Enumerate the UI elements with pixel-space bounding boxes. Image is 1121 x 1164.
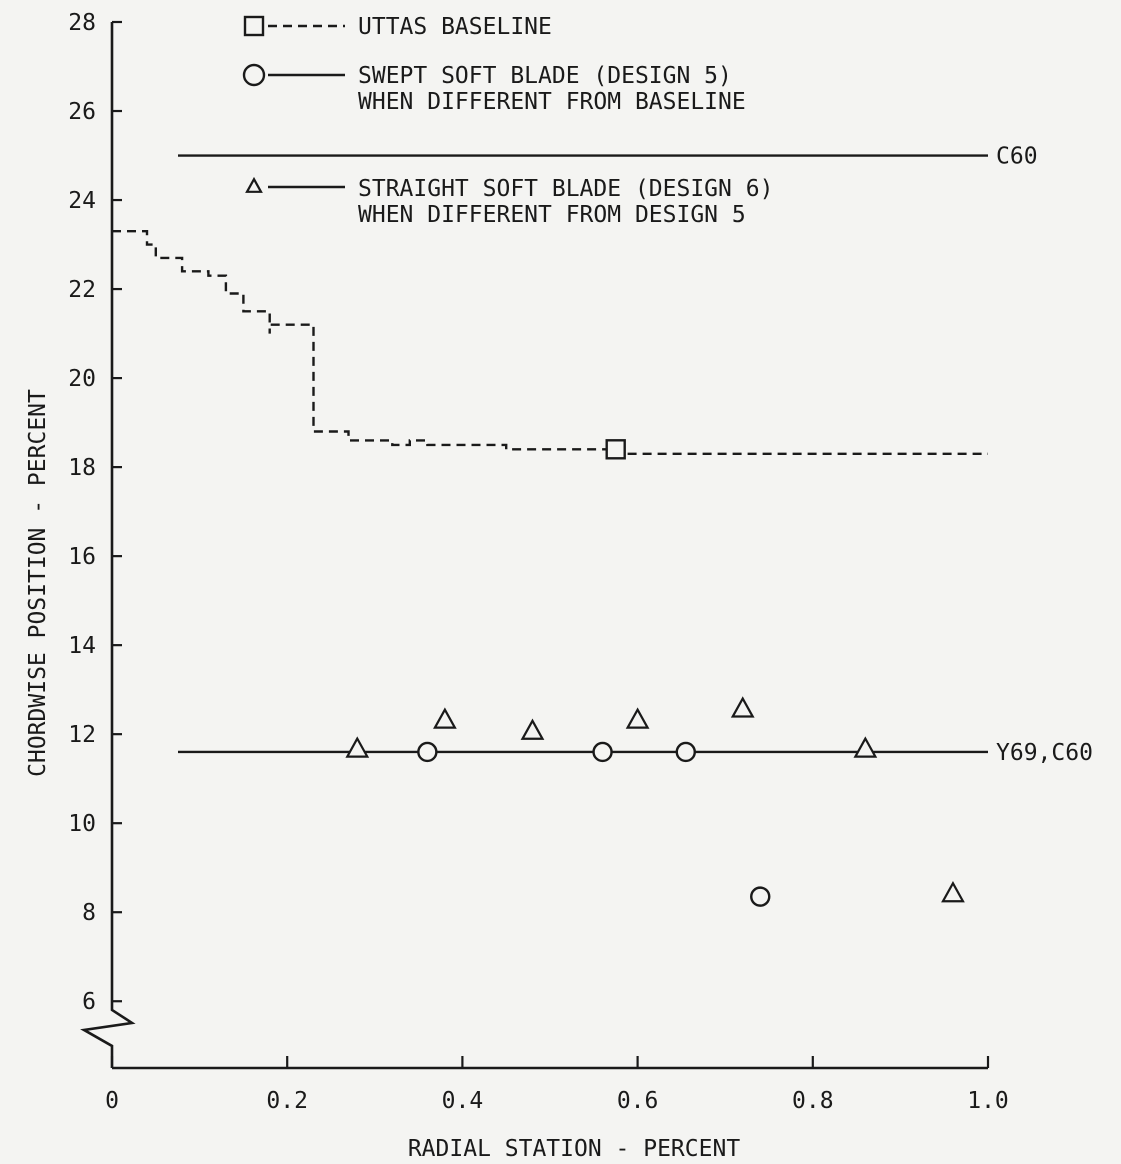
y-tick-label: 28	[68, 10, 96, 36]
legend: UTTAS BASELINE SWEPT SOFT BLADE (DESIGN 5…	[242, 14, 773, 228]
design5-circle-marker	[675, 741, 696, 763]
y-tick-label: 14	[68, 633, 96, 659]
x-tick-label: 0.4	[442, 1088, 484, 1114]
x-tick-label: 0.6	[617, 1088, 659, 1114]
design6-triangle-marker	[730, 696, 755, 718]
x-tick-label: 0	[105, 1088, 119, 1114]
y-tick-label: 24	[68, 188, 96, 214]
axes: 6 8 10 12 14 16 18 20 22 24 26 28 0 0.2 0.4 0.6 0.8 1.0	[68, 10, 1008, 1114]
design6-triangle-marker	[941, 880, 965, 903]
y-tick-label: 18	[68, 455, 96, 481]
y-tick-label: 12	[68, 722, 96, 748]
design6-triangle-marker	[345, 736, 370, 758]
design5-circle-marker	[417, 741, 438, 763]
legend-label: WHEN DIFFERENT FROM BASELINE	[358, 89, 746, 115]
y-tick-label: 26	[68, 99, 96, 125]
y-tick-label: 10	[68, 811, 96, 837]
data-points	[345, 439, 965, 907]
design6-triangle-marker	[625, 707, 650, 729]
x-tick-label: 0.8	[792, 1088, 834, 1114]
y-tick-label: 22	[68, 277, 96, 303]
y-tick-label: 6	[82, 989, 96, 1015]
legend-circle-icon	[242, 63, 266, 87]
series-lines: C60 Y69,C60	[112, 144, 1093, 766]
series-uttas-baseline	[112, 229, 988, 455]
y-axis-line	[80, 22, 136, 1068]
legend-label: SWEPT SOFT BLADE (DESIGN 5)	[358, 63, 732, 89]
legend-triangle-icon	[245, 176, 263, 193]
legend-label: WHEN DIFFERENT FROM DESIGN 5	[358, 202, 746, 228]
reference-line-label-2: Y69,C60	[996, 740, 1093, 766]
design6-triangle-marker	[433, 707, 457, 729]
x-tick-label: 0.2	[266, 1088, 308, 1114]
design5-circle-marker	[592, 741, 613, 763]
legend-label: STRAIGHT SOFT BLADE (DESIGN 6)	[358, 176, 773, 202]
legend-label: UTTAS BASELINE	[358, 14, 552, 40]
design6-triangle-marker	[520, 718, 545, 740]
reference-line-label-1: C60	[996, 144, 1038, 170]
y-tick-label: 16	[68, 544, 96, 570]
x-tick-label: 1.0	[967, 1088, 1009, 1114]
design5-circle-marker	[750, 886, 771, 907]
baseline-square-marker	[605, 439, 626, 460]
legend-square-icon	[243, 15, 265, 37]
y-tick-label: 8	[82, 900, 96, 926]
y-axis-title: CHORDWISE POSITION - PERCENT	[25, 389, 51, 777]
y-tick-label: 20	[68, 366, 96, 392]
x-axis-title: RADIAL STATION - PERCENT	[408, 1136, 740, 1162]
design6-triangle-marker	[853, 736, 878, 758]
